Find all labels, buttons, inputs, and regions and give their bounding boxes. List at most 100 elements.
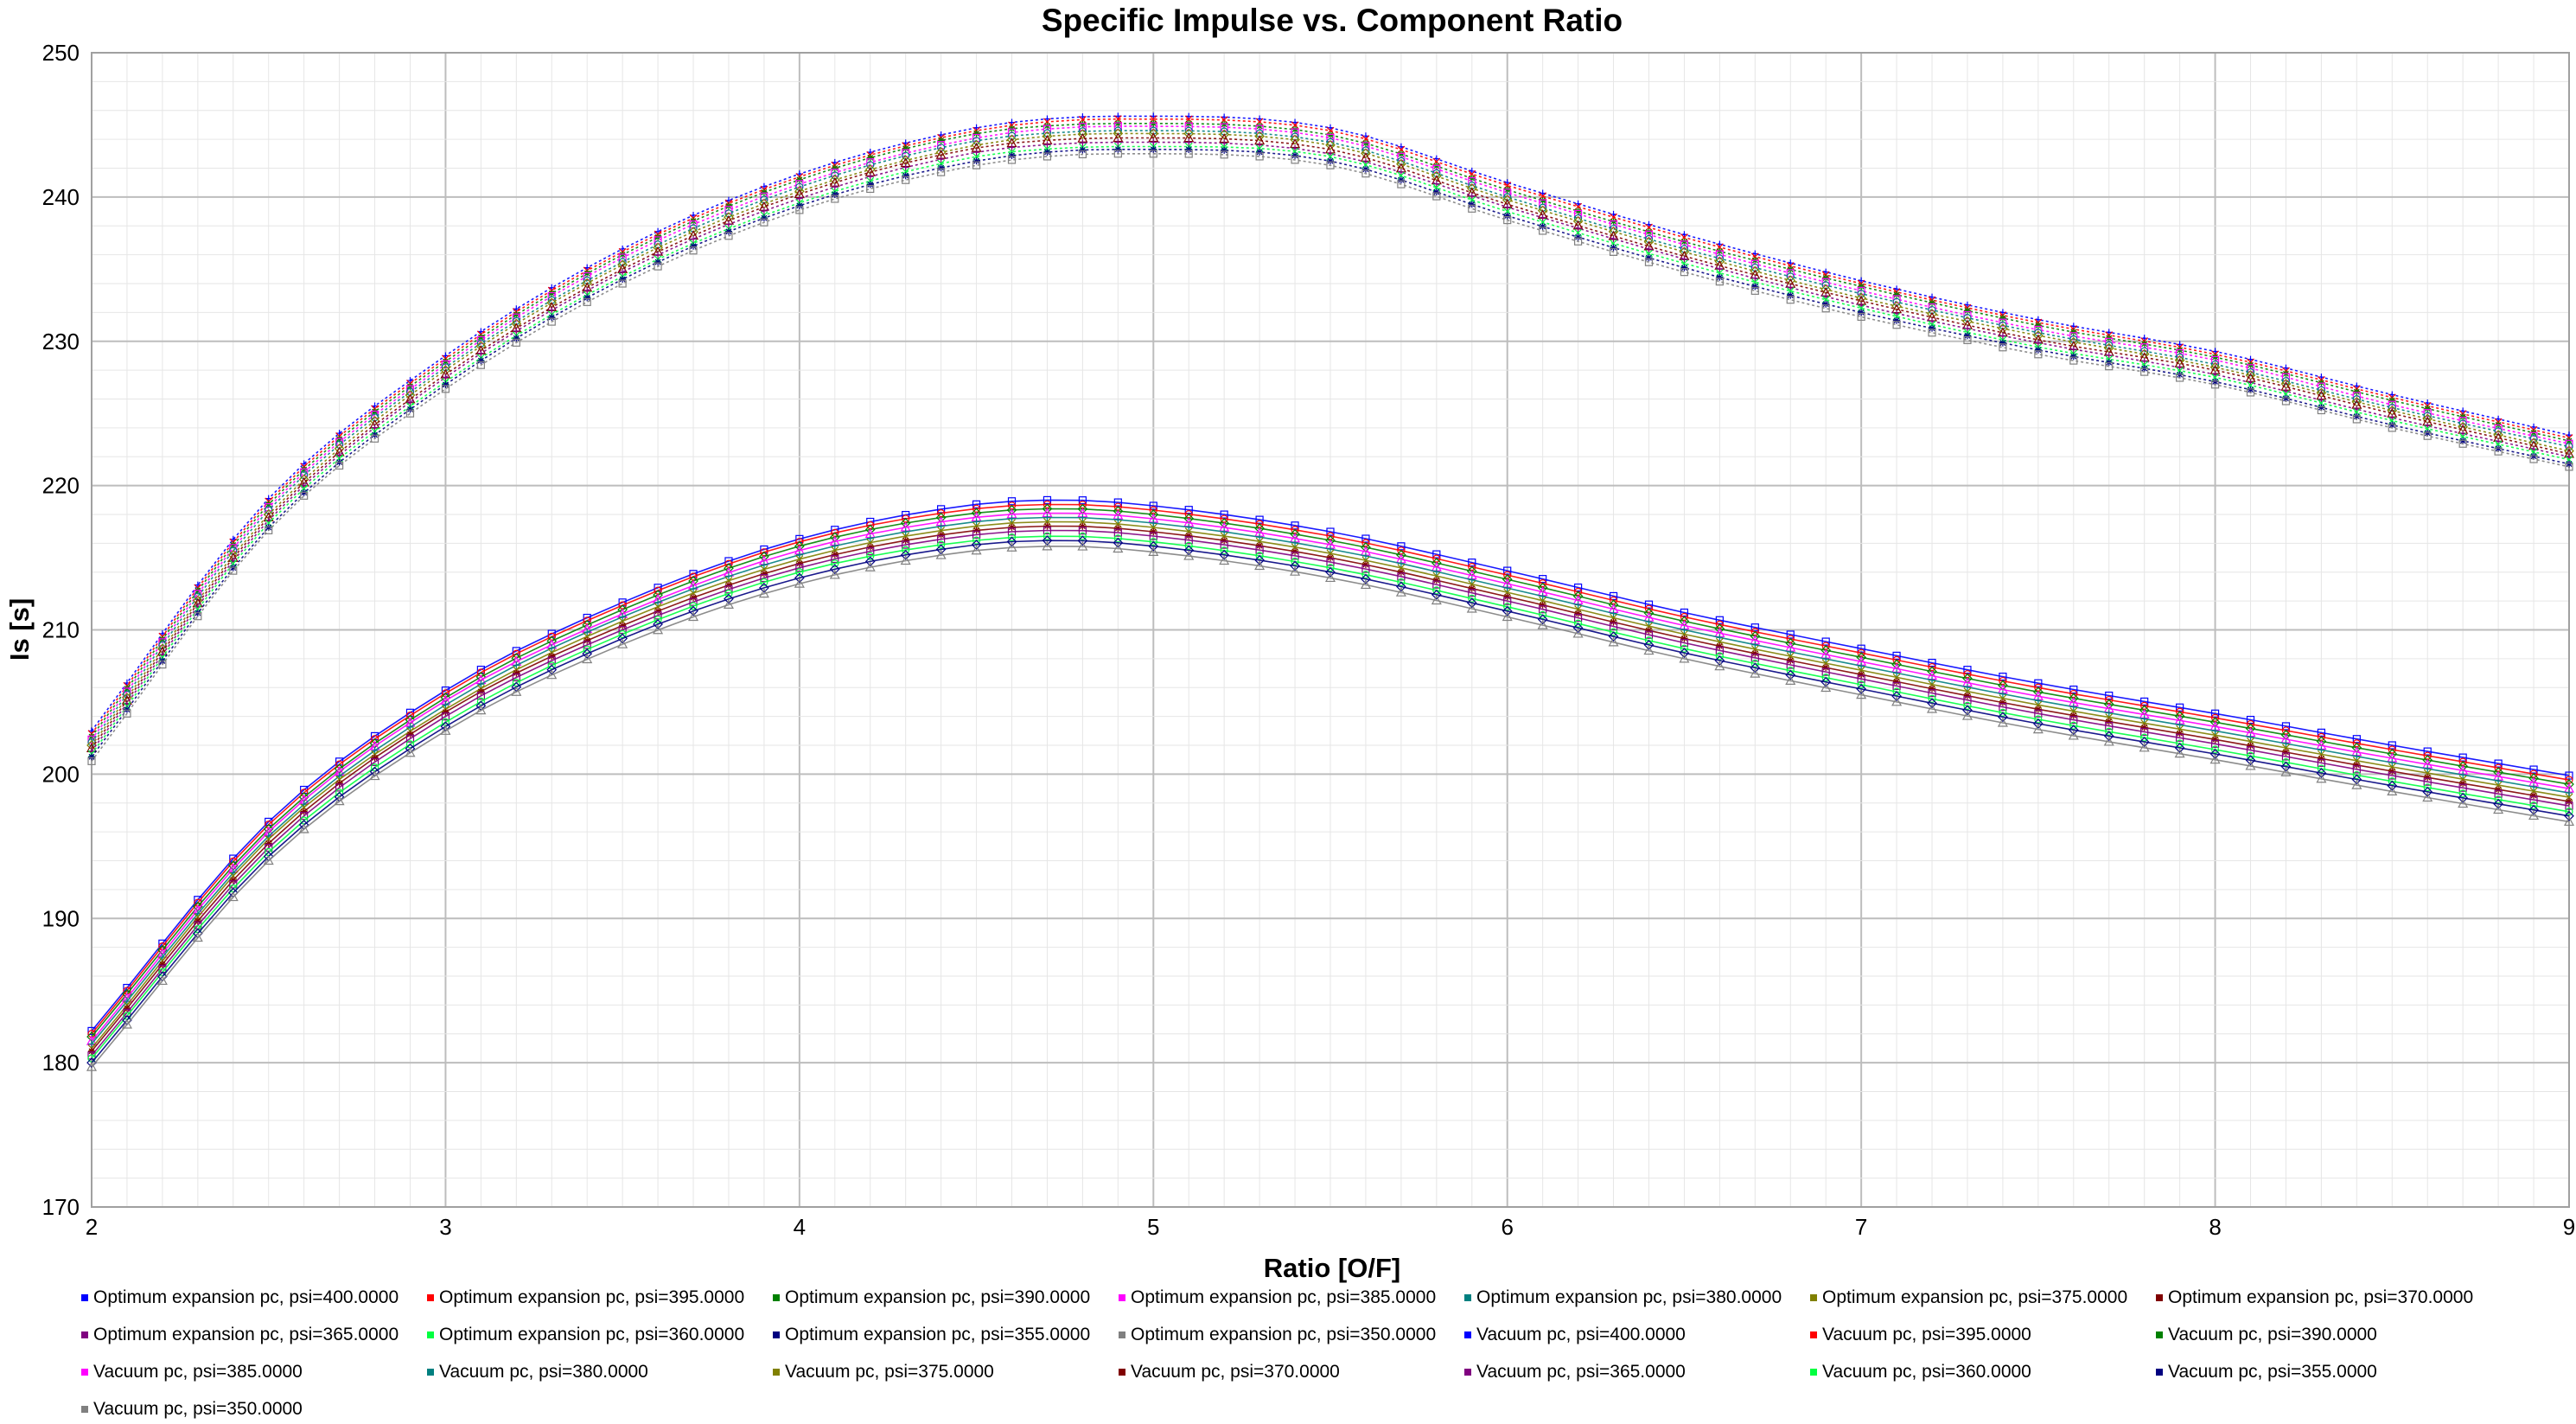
data-point: [1715, 616, 1724, 624]
data-point: [2530, 792, 2538, 800]
data-point: [1963, 310, 1972, 320]
data-point: [1929, 676, 1936, 684]
data-point: [405, 409, 415, 418]
data-point: [335, 437, 344, 446]
data-point: [1043, 152, 1052, 161]
data-point: [1326, 527, 1335, 536]
data-point: [442, 358, 450, 366]
data-point: [2176, 353, 2184, 361]
data-point: [1468, 192, 1476, 200]
legend-item: Vacuum pc, psi=355.0000: [2156, 1362, 2377, 1382]
data-point: [442, 374, 450, 381]
data-point: [1502, 611, 1513, 622]
data-point: [760, 207, 768, 214]
data-point: [86, 1057, 97, 1068]
legend-swatch: [427, 1331, 434, 1338]
data-point: [1610, 610, 1617, 617]
data-point: [1644, 600, 1654, 609]
data-point: [760, 214, 768, 222]
data-point: [1608, 636, 1619, 647]
data-point: [1785, 669, 1796, 680]
data-point: [511, 686, 522, 696]
data-point: [477, 687, 485, 695]
data-point: [2140, 367, 2149, 376]
data-point: [1327, 157, 1334, 165]
data-point: [1856, 689, 1867, 699]
legend-swatch: [81, 1369, 88, 1376]
data-point: [1716, 642, 1724, 650]
data-point: [1397, 180, 1406, 188]
data-point: [300, 482, 308, 489]
data-point: [1079, 146, 1087, 154]
data-point: [902, 546, 910, 554]
data-point: [1043, 514, 1051, 521]
data-point: [1185, 138, 1193, 146]
data-point: [2423, 747, 2432, 756]
data-point: [1999, 690, 2006, 698]
data-point: [1466, 597, 1477, 609]
data-point: [1610, 244, 1617, 252]
legend-swatch: [81, 1294, 88, 1301]
data-point: [2069, 685, 2078, 694]
data-point: [158, 660, 167, 669]
data-point: [582, 654, 593, 664]
data-point: [689, 246, 698, 255]
data-point: [2176, 739, 2184, 748]
data-point: [1397, 542, 1406, 551]
data-point: [1255, 152, 1264, 161]
data-point: [2139, 737, 2150, 747]
y-axis-label: Is [s]: [4, 598, 35, 661]
data-point: [1042, 540, 1053, 551]
data-point: [1149, 532, 1157, 540]
data-point: [1963, 696, 1972, 705]
data-point: [1539, 214, 1546, 221]
data-point: [831, 183, 838, 191]
data-point: [1610, 235, 1617, 243]
data-point: [1468, 204, 1476, 213]
data-point: [831, 551, 838, 559]
data-point: [2495, 777, 2503, 785]
data-point: [300, 491, 309, 500]
data-point: [1361, 169, 1370, 178]
data-point: [1574, 610, 1582, 617]
data-point: [1007, 533, 1017, 542]
data-point: [1397, 572, 1406, 581]
data-point: [2353, 388, 2361, 396]
series-5: [88, 514, 2573, 1048]
legend-swatch: [427, 1294, 434, 1301]
data-point: [2494, 795, 2503, 804]
data-point: [1008, 151, 1016, 159]
data-point: [619, 268, 627, 276]
data-point: [1821, 667, 1830, 676]
data-point: [406, 399, 414, 406]
data-point: [1928, 329, 1936, 337]
data-point: [1432, 568, 1440, 576]
data-point: [1961, 710, 1973, 720]
data-point: [1715, 646, 1724, 655]
data-point: [1716, 273, 1724, 281]
data-point: [1254, 131, 1265, 142]
data-point: [1185, 119, 1193, 127]
data-point: [547, 661, 556, 670]
data-point: [831, 559, 839, 568]
data-point: [1326, 161, 1335, 169]
data-point: [866, 181, 874, 188]
data-point: [866, 543, 874, 551]
data-point: [2034, 350, 2043, 359]
data-point: [1148, 540, 1159, 552]
data-point: [582, 648, 593, 659]
data-point: [2032, 724, 2044, 734]
data-point: [1291, 156, 1299, 164]
series-1: [87, 495, 2573, 1036]
data-point: [1893, 316, 1901, 324]
data-point: [2566, 460, 2573, 468]
legend-item: Vacuum pc, psi=365.0000: [1464, 1362, 1686, 1382]
legend-item: Vacuum pc, psi=350.0000: [81, 1399, 303, 1419]
data-point: [2495, 786, 2503, 794]
data-point: [1221, 120, 1228, 128]
data-point: [1680, 255, 1688, 263]
data-point: [1539, 575, 1547, 584]
data-point: [2105, 362, 2114, 371]
data-point: [2458, 439, 2467, 448]
data-point: [654, 598, 662, 606]
